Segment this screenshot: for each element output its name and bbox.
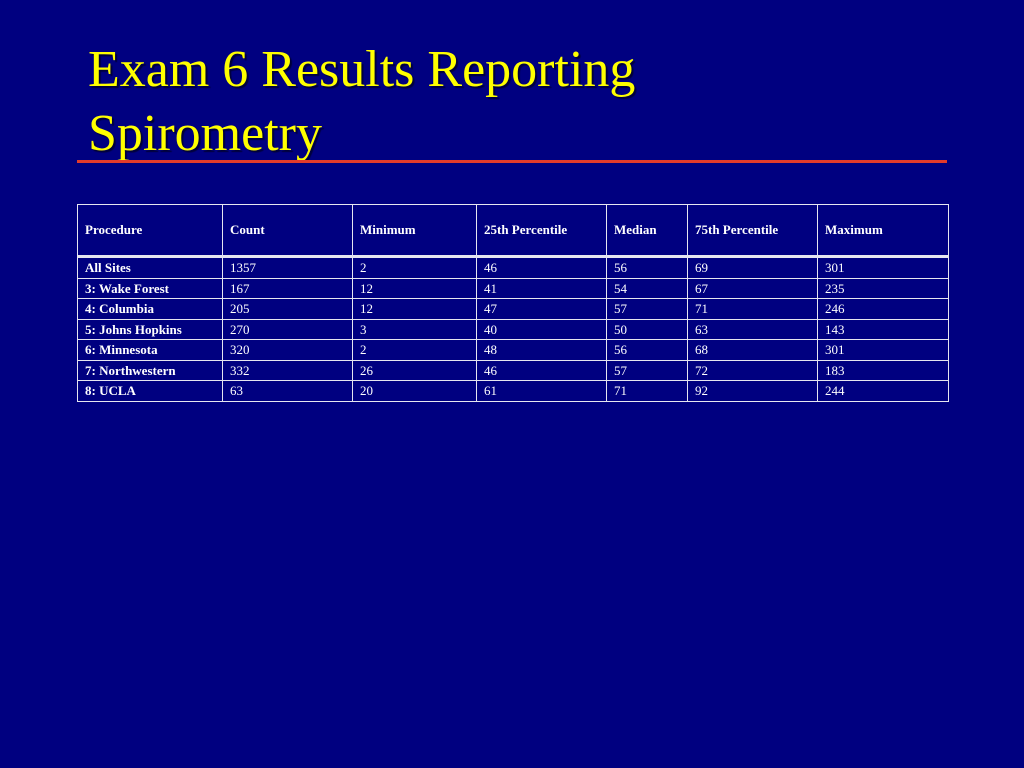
cell-25th-percentile: 41 [476, 277, 607, 299]
table-row: 7: Northwestern 332 26 46 57 72 183 [77, 359, 949, 381]
table-header-row: Procedure Count Minimum 25th Percentile … [77, 204, 949, 257]
cell-count: 332 [222, 359, 353, 381]
header-maximum: Maximum [817, 204, 949, 257]
table-row: 4: Columbia 205 12 47 57 71 246 [77, 298, 949, 320]
cell-25th-percentile: 46 [476, 359, 607, 381]
cell-median: 56 [606, 339, 688, 361]
cell-75th-percentile: 67 [687, 277, 818, 299]
cell-median: 56 [606, 256, 688, 279]
slide-title-line-1: Exam 6 Results Reporting [88, 41, 636, 98]
header-median: Median [606, 204, 688, 257]
cell-25th-percentile: 61 [476, 380, 607, 402]
cell-75th-percentile: 92 [687, 380, 818, 402]
cell-procedure: All Sites [77, 256, 223, 279]
cell-procedure: 4: Columbia [77, 298, 223, 320]
cell-maximum: 244 [817, 380, 949, 402]
cell-median: 54 [606, 277, 688, 299]
cell-count: 205 [222, 298, 353, 320]
cell-median: 57 [606, 359, 688, 381]
cell-75th-percentile: 72 [687, 359, 818, 381]
cell-procedure: 8: UCLA [77, 380, 223, 402]
cell-75th-percentile: 63 [687, 318, 818, 340]
cell-25th-percentile: 48 [476, 339, 607, 361]
cell-minimum: 2 [352, 256, 477, 279]
header-minimum: Minimum [352, 204, 477, 257]
table-row: 6: Minnesota 320 2 48 56 68 301 [77, 339, 949, 361]
cell-maximum: 246 [817, 298, 949, 320]
cell-procedure: 5: Johns Hopkins [77, 318, 223, 340]
cell-minimum: 3 [352, 318, 477, 340]
cell-25th-percentile: 40 [476, 318, 607, 340]
cell-count: 1357 [222, 256, 353, 279]
table-row: 8: UCLA 63 20 61 71 92 244 [77, 380, 949, 402]
cell-maximum: 183 [817, 359, 949, 381]
table-row: All Sites 1357 2 46 56 69 301 [77, 256, 949, 279]
cell-count: 270 [222, 318, 353, 340]
cell-median: 57 [606, 298, 688, 320]
cell-minimum: 12 [352, 298, 477, 320]
cell-count: 320 [222, 339, 353, 361]
cell-75th-percentile: 71 [687, 298, 818, 320]
cell-75th-percentile: 68 [687, 339, 818, 361]
results-table: Procedure Count Minimum 25th Percentile … [77, 204, 949, 402]
cell-minimum: 20 [352, 380, 477, 402]
cell-procedure: 6: Minnesota [77, 339, 223, 361]
slide-title: Exam 6 Results Reporting Spirometry [88, 38, 635, 166]
slide-title-line-2: Spirometry [88, 105, 322, 162]
header-count: Count [222, 204, 353, 257]
header-procedure: Procedure [77, 204, 223, 257]
cell-maximum: 235 [817, 277, 949, 299]
cell-median: 50 [606, 318, 688, 340]
cell-procedure: 7: Northwestern [77, 359, 223, 381]
cell-25th-percentile: 46 [476, 256, 607, 279]
cell-minimum: 12 [352, 277, 477, 299]
cell-maximum: 301 [817, 256, 949, 279]
cell-count: 167 [222, 277, 353, 299]
cell-minimum: 2 [352, 339, 477, 361]
table-row: 3: Wake Forest 167 12 41 54 67 235 [77, 277, 949, 299]
cell-median: 71 [606, 380, 688, 402]
table-row: 5: Johns Hopkins 270 3 40 50 63 143 [77, 318, 949, 340]
cell-maximum: 301 [817, 339, 949, 361]
cell-75th-percentile: 69 [687, 256, 818, 279]
cell-maximum: 143 [817, 318, 949, 340]
cell-25th-percentile: 47 [476, 298, 607, 320]
title-underline-rule [77, 160, 947, 163]
cell-procedure: 3: Wake Forest [77, 277, 223, 299]
header-25th-percentile: 25th Percentile [476, 204, 607, 257]
cell-count: 63 [222, 380, 353, 402]
cell-minimum: 26 [352, 359, 477, 381]
header-75th-percentile: 75th Percentile [687, 204, 818, 257]
